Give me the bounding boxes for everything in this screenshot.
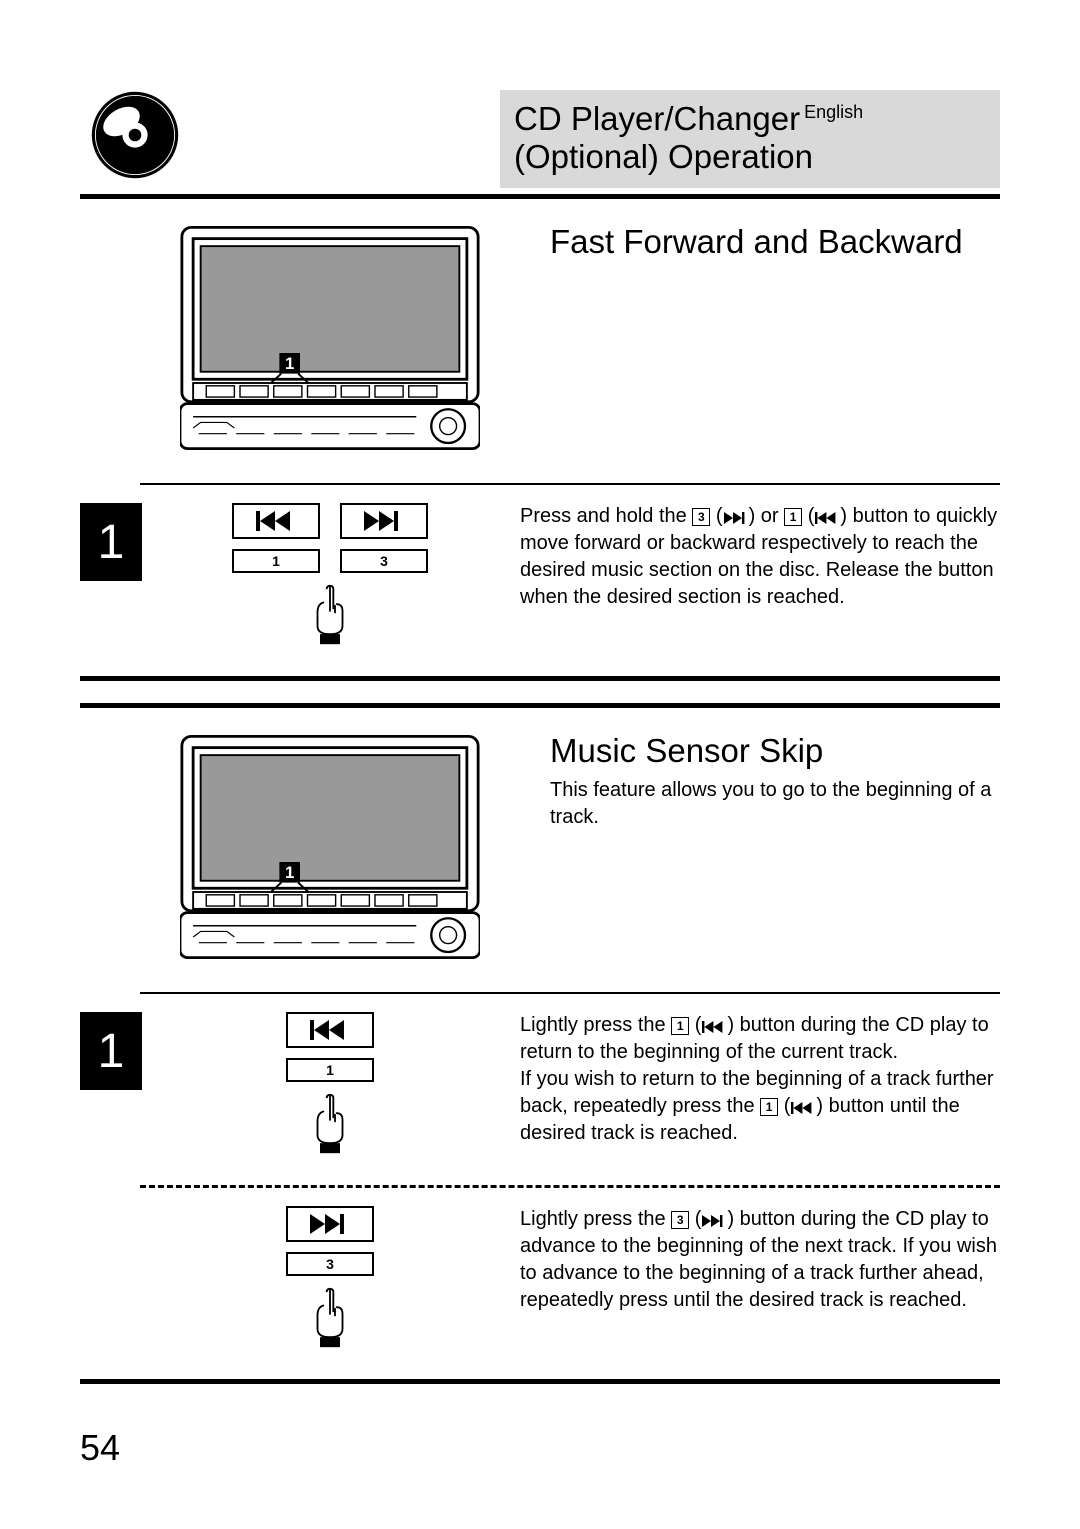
press-hand-icon: [305, 583, 355, 652]
skip-forward-icon: [723, 512, 749, 524]
text: (: [784, 1095, 791, 1117]
press-hand-icon: [305, 1286, 355, 1355]
step-skip-back: 1 1 Lightly press the 1 () button during…: [80, 994, 1000, 1185]
text: (: [695, 1208, 702, 1230]
section-title: Fast Forward and Backward: [550, 223, 1000, 262]
button-label: 3: [286, 1252, 374, 1276]
text: Press and hold the: [520, 505, 692, 527]
button-press-illustration: 1 3: [170, 503, 490, 652]
key-1: 1: [671, 1017, 689, 1035]
step-number: 1: [80, 503, 142, 581]
skip-forward-button-icon: [286, 1206, 374, 1242]
text: ) or: [749, 505, 785, 527]
skip-back-button-icon: [286, 1012, 374, 1048]
section-subtitle: This feature allows you to go to the beg…: [550, 777, 1000, 831]
text: (: [808, 505, 815, 527]
step-instruction: Press and hold the 3 () or 1 () button t…: [520, 503, 1000, 611]
page-number: 54: [80, 1427, 120, 1469]
header-subtitle: (Optional) Operation: [514, 138, 986, 176]
step-number: 1: [80, 1012, 142, 1090]
text: Lightly press the: [520, 1014, 671, 1036]
divider: [80, 1379, 1000, 1384]
key-3: 3: [692, 508, 710, 526]
device-illustration: [140, 223, 520, 453]
step-instruction: Lightly press the 1 () button during the…: [520, 1012, 1000, 1147]
header-title: CD Player/Changer: [514, 100, 800, 137]
button-label: 1: [286, 1058, 374, 1082]
key-1: 1: [784, 508, 802, 526]
press-hand-icon: [305, 1092, 355, 1161]
skip-back-button-icon: [232, 503, 320, 539]
section-title: Music Sensor Skip: [550, 732, 1000, 771]
page-header: CD Player/ChangerEnglish (Optional) Oper…: [80, 90, 1000, 188]
header-title-box: CD Player/ChangerEnglish (Optional) Oper…: [500, 90, 1000, 188]
key-1: 1: [760, 1098, 778, 1116]
skip-back-icon: [701, 1021, 727, 1033]
skip-back-icon: [814, 512, 840, 524]
step-fast-forward: 1 1 3 Press and hold the 3 () or 1 () bu…: [80, 485, 1000, 676]
key-3: 3: [671, 1211, 689, 1229]
button-label: 1: [232, 549, 320, 573]
skip-forward-button-icon: [340, 503, 428, 539]
section-music-sensor: Music Sensor Skip This feature allows yo…: [80, 708, 1000, 992]
step-instruction: Lightly press the 3 () button during the…: [520, 1206, 1000, 1314]
text: (: [695, 1014, 702, 1036]
button-label: 3: [340, 549, 428, 573]
button-press-illustration: 1: [170, 1012, 490, 1161]
step-skip-forward: 3 Lightly press the 3 () button during t…: [80, 1188, 1000, 1379]
skip-back-icon: [790, 1102, 816, 1114]
cd-icon: [80, 90, 190, 180]
text: (: [716, 505, 723, 527]
header-language: English: [804, 102, 863, 122]
skip-forward-icon: [701, 1215, 727, 1227]
button-press-illustration: 3: [170, 1206, 490, 1355]
text: Lightly press the: [520, 1208, 671, 1230]
device-illustration: [140, 732, 520, 962]
section-fast-forward: Fast Forward and Backward: [80, 199, 1000, 483]
